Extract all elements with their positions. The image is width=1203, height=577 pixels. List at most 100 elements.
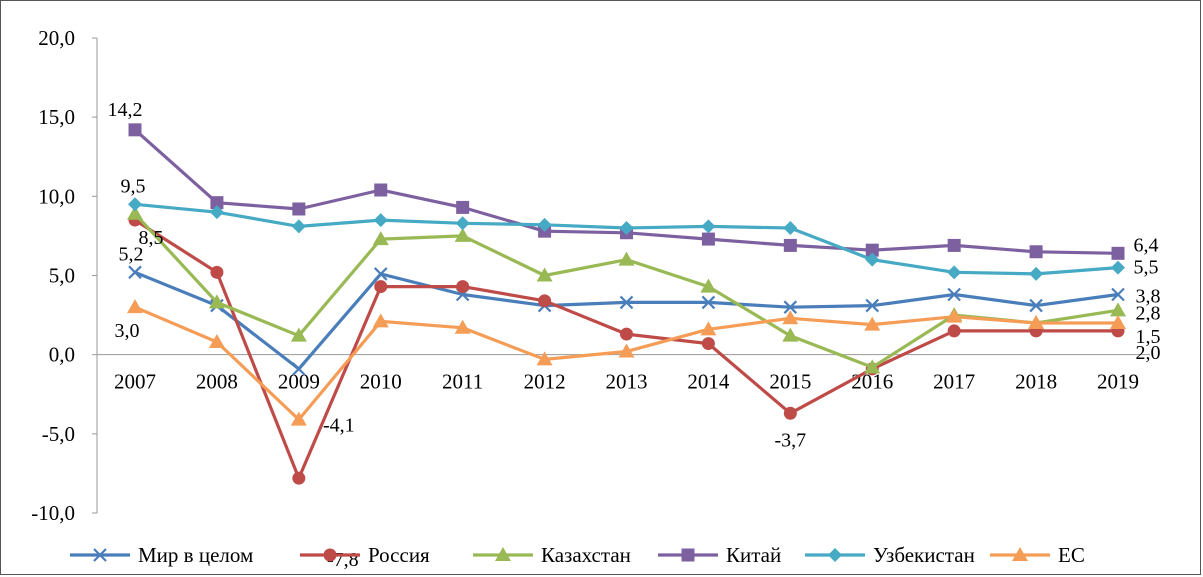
- data-label: -4,1: [323, 415, 355, 437]
- data-point: [290, 327, 307, 342]
- legend-marker: [495, 547, 511, 561]
- data-point: [372, 231, 389, 246]
- data-point: [292, 362, 306, 376]
- legend-label: Мир в целом: [138, 543, 253, 567]
- x-category-label: 2009: [278, 370, 320, 394]
- legend-label: Россия: [368, 543, 430, 567]
- y-tick-label: 10,0: [38, 184, 75, 208]
- y-tick-label: 20,0: [38, 26, 75, 50]
- data-point: [783, 238, 797, 252]
- data-point: [374, 280, 388, 294]
- data-point: [618, 343, 635, 358]
- data-point: [292, 202, 306, 216]
- data-point: [701, 232, 715, 246]
- data-point: [374, 183, 388, 197]
- data-point: [1029, 245, 1043, 259]
- data-point: [1111, 260, 1125, 275]
- data-point: [618, 251, 635, 266]
- series-4: [128, 123, 1125, 260]
- data-point: [1110, 315, 1126, 329]
- x-category-label: 2019: [1097, 370, 1139, 394]
- y-tick-label: 5,0: [49, 264, 75, 288]
- legend-item-3: Казахстан: [473, 543, 631, 567]
- data-label: 2,8: [1136, 302, 1161, 324]
- data-point: [536, 267, 553, 282]
- data-point: [372, 313, 389, 328]
- y-tick-label: 0,0: [49, 343, 75, 367]
- legend-item-6: ЕС: [990, 543, 1085, 567]
- x-category-label: 2013: [606, 370, 648, 394]
- data-point: [1029, 298, 1043, 313]
- data-point: [209, 205, 224, 220]
- data-point: [456, 280, 470, 294]
- data-point: [291, 219, 306, 234]
- x-category-label: 2017: [933, 370, 975, 394]
- data-point: [373, 213, 388, 228]
- data-label: 5,2: [119, 243, 144, 265]
- data-point: [782, 327, 799, 342]
- data-point: [701, 295, 716, 310]
- data-point: [538, 294, 552, 308]
- y-tick-label: 15,0: [38, 105, 75, 129]
- y-tick-label: -10,0: [31, 501, 75, 525]
- data-point: [456, 200, 470, 214]
- data-point: [619, 295, 634, 310]
- data-point: [1028, 315, 1045, 329]
- x-category-label: 2010: [360, 370, 402, 394]
- data-point: [1111, 287, 1125, 302]
- data-point: [1110, 302, 1126, 317]
- data-point: [455, 216, 470, 231]
- data-point: [210, 265, 224, 279]
- legend-item-4: Китай: [658, 543, 781, 567]
- data-point: [946, 308, 963, 323]
- data-label: -3,7: [774, 429, 806, 451]
- legend-marker: [828, 548, 842, 562]
- x-category-label: 2008: [196, 370, 238, 394]
- data-point: [128, 123, 142, 137]
- legend-label: Казахстан: [541, 543, 631, 567]
- data-point: [782, 310, 799, 325]
- legend-label: Узбекистан: [873, 543, 975, 567]
- data-point: [537, 217, 552, 232]
- data-point: [620, 327, 633, 341]
- x-category-label: 2007: [114, 370, 156, 394]
- data-point: [208, 294, 225, 309]
- x-category-label: 2014: [687, 370, 730, 394]
- data-point: [783, 221, 798, 235]
- data-point: [127, 205, 143, 220]
- x-category-label: 2011: [442, 370, 483, 394]
- legend-marker: [323, 548, 337, 562]
- data-point: [210, 196, 224, 210]
- series-line: [134, 305, 1118, 422]
- data-label: 14,2: [108, 99, 143, 121]
- data-point: [701, 219, 716, 234]
- data-point: [128, 197, 142, 212]
- data-point: [947, 324, 961, 338]
- legend-label: Китай: [726, 543, 781, 567]
- data-label: 1,5: [1136, 326, 1161, 348]
- data-point: [947, 287, 961, 302]
- data-point: [947, 238, 961, 252]
- data-point: [619, 221, 634, 235]
- data-label: 3,8: [1136, 286, 1161, 308]
- series-1: [128, 265, 1125, 376]
- data-point: [373, 267, 388, 281]
- data-point: [536, 351, 553, 366]
- x-category-label: 2012: [524, 370, 566, 394]
- data-point: [783, 300, 798, 314]
- data-label: 3,0: [115, 320, 140, 342]
- series-5: [128, 197, 1125, 281]
- legend-marker: [93, 548, 107, 562]
- series-6: [127, 299, 1126, 426]
- legend-item-5: Узбекистан: [805, 543, 975, 567]
- data-point: [783, 406, 797, 420]
- data-point: [128, 265, 142, 280]
- data-label: 9,5: [121, 175, 146, 197]
- data-label: 8,5: [139, 227, 164, 249]
- data-point: [700, 278, 717, 293]
- data-point: [290, 411, 307, 426]
- data-label: 6,4: [1134, 234, 1159, 256]
- data-point: [127, 299, 143, 314]
- data-point: [864, 359, 881, 374]
